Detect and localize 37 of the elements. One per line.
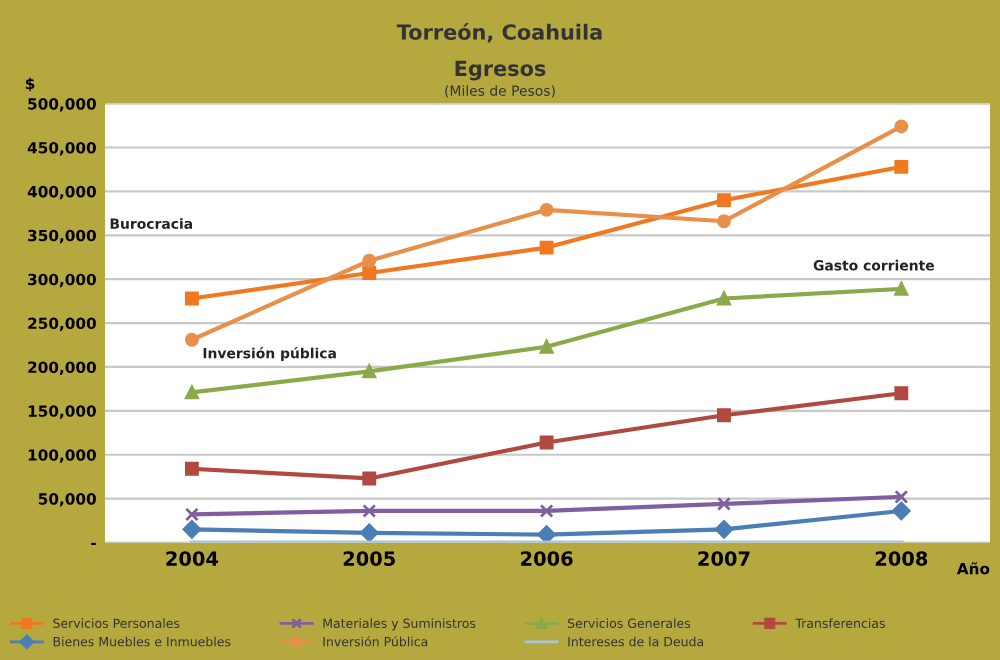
point: [362, 266, 377, 280]
point: [717, 496, 731, 511]
point: [184, 332, 199, 347]
point: [362, 364, 377, 379]
point: [184, 385, 199, 400]
point: [717, 291, 731, 306]
point: [894, 159, 909, 174]
point: [894, 281, 909, 296]
point: [894, 119, 909, 134]
point: [894, 386, 909, 401]
point: [894, 489, 909, 504]
point: [539, 202, 554, 217]
x-tick-label: 2005: [343, 551, 395, 566]
point: [184, 461, 199, 476]
point: [184, 507, 199, 522]
point: [362, 253, 377, 268]
point: [539, 339, 554, 354]
x-tick-label: 2004: [166, 551, 219, 566]
point: [182, 520, 202, 539]
chart-subtitle: Egresos: [455, 60, 546, 81]
x-tick-label: 2006: [521, 551, 573, 566]
point: [362, 503, 377, 518]
point: [539, 435, 554, 450]
point: [539, 240, 554, 255]
chart-title: Torreón, Coahuila: [396, 22, 602, 43]
point: [717, 214, 731, 229]
point: [360, 523, 379, 543]
point: [717, 408, 731, 423]
x-tick-label: 2007: [698, 551, 750, 566]
point: [539, 503, 554, 518]
point: [362, 471, 377, 486]
point: [714, 520, 734, 539]
point: [184, 291, 199, 306]
point: [537, 525, 556, 543]
point: [892, 501, 911, 521]
x-tick-label: 2008: [875, 551, 928, 566]
point: [717, 193, 731, 208]
